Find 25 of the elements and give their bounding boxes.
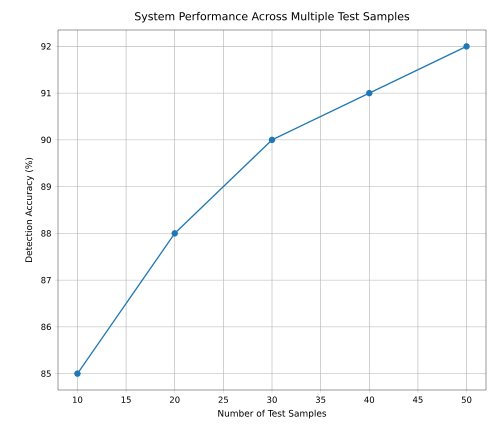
y-tick-label: 90 bbox=[41, 136, 51, 144]
y-tick-label: 87 bbox=[41, 276, 51, 284]
y-tick-label: 91 bbox=[41, 90, 51, 96]
point bbox=[268, 136, 276, 144]
x-tick-label: 50 bbox=[462, 396, 472, 403]
x-tick-label: 25 bbox=[218, 396, 228, 403]
y-axis-title: Detection Accuracy (%) bbox=[25, 158, 34, 262]
x-tick-label: 20 bbox=[170, 396, 180, 403]
x-tick-label: 45 bbox=[412, 396, 423, 403]
x-tick-label: 40 bbox=[364, 396, 374, 403]
x-tick-label: 30 bbox=[267, 396, 277, 403]
point bbox=[74, 370, 81, 377]
point bbox=[171, 230, 178, 237]
y-tick-label: 88 bbox=[41, 230, 51, 237]
chart-title: System Performance Across Multiple Test Samples bbox=[135, 12, 410, 22]
y-tick-label: 89 bbox=[41, 183, 51, 190]
y-tick-label: 92 bbox=[41, 43, 51, 50]
x-tick-label: 15 bbox=[122, 396, 131, 403]
point bbox=[463, 43, 470, 50]
point bbox=[366, 90, 373, 96]
x-axis-title: Number of Test Samples bbox=[218, 410, 326, 418]
x-tick-label: 10 bbox=[73, 396, 82, 403]
x-tick-label: 35 bbox=[316, 396, 326, 403]
y-tick-label: 85 bbox=[41, 370, 51, 377]
y-tick-label: 86 bbox=[41, 324, 51, 330]
